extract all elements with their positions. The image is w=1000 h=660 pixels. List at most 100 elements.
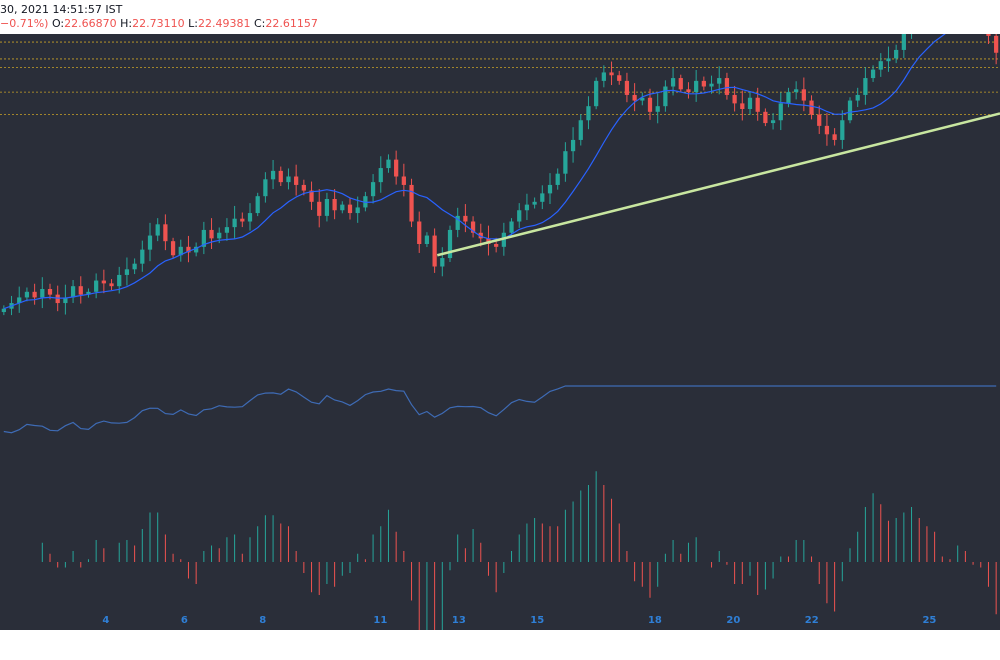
candle-body [147, 235, 153, 250]
candle-body [832, 134, 837, 140]
candle-body [232, 218, 237, 228]
candle-body [432, 235, 437, 267]
candle-body [878, 61, 883, 70]
candle-body [786, 92, 791, 104]
candle-body [286, 176, 291, 183]
candle-body [594, 80, 599, 107]
candle-body [570, 139, 576, 152]
candle-body [801, 89, 806, 101]
momentum-histogram [41, 471, 997, 630]
candle-body [809, 100, 814, 115]
candle-body [601, 72, 606, 81]
candle-body [694, 80, 699, 93]
candle-body [763, 111, 768, 124]
candle-body [463, 215, 468, 222]
candle-body [747, 97, 753, 109]
candle-body [724, 78, 730, 95]
candle-body [294, 176, 299, 185]
datetime-readout: 30, 2021 14:51:57 IST [0, 3, 122, 16]
candle-body [817, 114, 822, 126]
ohlc-readout: −0.71%) O:22.66870 H:22.73110 L:22.49381… [0, 17, 318, 30]
bottom-bar [0, 630, 1000, 660]
candle-body [532, 201, 537, 205]
candle-body [132, 263, 137, 270]
candle-body [209, 229, 214, 239]
candle-body [709, 83, 714, 87]
candle-body [40, 289, 45, 298]
candle-body [840, 120, 845, 140]
candle-body [986, 34, 991, 36]
price-chart-svg[interactable]: 4 6 8 11 13 15 18 20 22 25 [0, 34, 1000, 630]
candle-body [417, 221, 422, 244]
candle-body [124, 269, 130, 275]
candle-body [309, 190, 314, 202]
candle-body [547, 184, 553, 194]
candle-body [263, 179, 268, 197]
high-label: H: [120, 17, 133, 30]
candlestick-series [1, 34, 999, 316]
candle-body [140, 249, 145, 264]
candle-body [563, 151, 568, 174]
change-percent: −0.71%) [0, 17, 49, 30]
candle-body [794, 89, 799, 93]
candle-body [186, 246, 191, 253]
high-value: 22.73110 [132, 17, 185, 30]
candle-body [732, 94, 737, 104]
candle-body [332, 199, 337, 211]
candle-body [647, 97, 653, 112]
candle-body [101, 280, 106, 284]
candle-body [317, 201, 322, 216]
candle-body [178, 246, 183, 256]
candle-body [517, 210, 522, 222]
open-value: 22.66870 [64, 17, 117, 30]
candle-body [524, 204, 530, 211]
candle-body [32, 291, 37, 298]
candle-body [670, 78, 676, 87]
candle-body [632, 94, 637, 101]
candle-body [586, 106, 591, 121]
candle-body [617, 75, 622, 81]
candle-body [240, 218, 245, 222]
candle-body [194, 246, 199, 253]
moving-average-line [3, 34, 946, 310]
candle-body [109, 283, 114, 287]
candle-body [847, 100, 853, 121]
candle-body [47, 289, 53, 295]
candle-body [324, 199, 330, 216]
candle-body [655, 106, 660, 112]
candle-body [663, 86, 668, 107]
x-tick-label: 8 [259, 615, 266, 626]
candle-body [447, 229, 453, 259]
x-tick-label: 6 [181, 615, 188, 626]
candle-body [217, 232, 222, 239]
candle-body [578, 120, 583, 140]
candle-body [201, 229, 206, 247]
candle-body [394, 159, 399, 177]
trendline [436, 112, 1000, 257]
candle-body [540, 193, 545, 202]
candle-body [370, 182, 376, 197]
low-label: L: [188, 17, 198, 30]
candle-body [86, 291, 91, 295]
candle-body [386, 159, 391, 169]
candle-body [24, 291, 30, 298]
candle-body [755, 97, 760, 112]
x-tick-label: 25 [922, 615, 936, 626]
datetime-text: 30, 2021 14:51:57 IST [0, 3, 123, 16]
candle-body [401, 176, 406, 185]
candle-body [870, 69, 876, 79]
candle-body [770, 120, 776, 124]
x-tick-label: 11 [373, 615, 387, 626]
candle-body [501, 232, 506, 247]
x-axis-ticks: 4 6 8 11 13 15 18 20 22 25 [102, 615, 936, 626]
chart-area[interactable]: 4 6 8 11 13 15 18 20 22 25 [0, 34, 1000, 630]
oscillator-line [3, 385, 997, 434]
candle-body [494, 244, 499, 247]
x-tick-label: 13 [452, 615, 466, 626]
candle-body [470, 221, 476, 233]
open-label: O: [51, 17, 65, 30]
candle-body [640, 97, 645, 101]
x-tick-label: 15 [530, 615, 544, 626]
candle-body [340, 204, 345, 211]
candle-body [863, 78, 868, 95]
